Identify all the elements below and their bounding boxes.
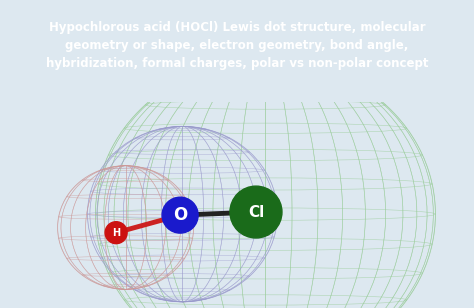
Circle shape (162, 197, 198, 233)
Text: H: H (112, 228, 120, 238)
Circle shape (230, 186, 282, 238)
Circle shape (105, 222, 127, 244)
Text: Cl: Cl (248, 205, 264, 220)
Text: O: O (173, 206, 187, 224)
Text: Hypochlorous acid (HOCl) Lewis dot structure, molecular
geometry or shape, elect: Hypochlorous acid (HOCl) Lewis dot struc… (46, 21, 428, 70)
